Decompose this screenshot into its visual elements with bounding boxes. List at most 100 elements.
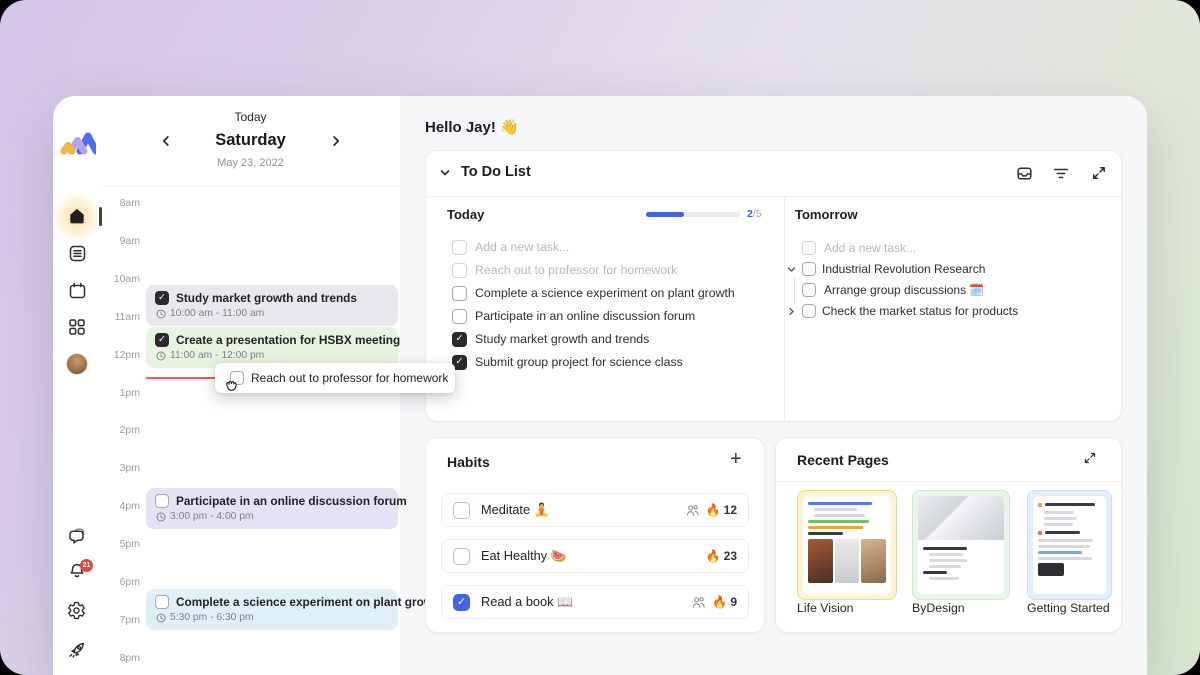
hour-label: 7pm (119, 614, 140, 626)
add-habit-button[interactable]: + (730, 448, 742, 470)
dragging-task-label: Reach out to professor for homework (251, 371, 449, 385)
page-thumbnail-life-vision[interactable] (797, 490, 897, 600)
hour-label: 9am (119, 235, 140, 247)
calendar-icon[interactable] (68, 281, 87, 300)
prev-day-button[interactable] (154, 129, 178, 153)
hour-label: 3pm (119, 462, 140, 474)
app-logo-icon[interactable] (60, 128, 96, 156)
task-checkbox-unchecked[interactable] (802, 262, 816, 276)
habit-row[interactable]: ✓ Read a book 📖 🔥 9 (441, 585, 749, 619)
task-row-parent[interactable]: Check the market status for products (787, 302, 1018, 320)
event-checkbox-checked[interactable]: ✓ (155, 291, 169, 305)
home-icon[interactable] (67, 206, 87, 226)
clock-icon (156, 308, 166, 319)
task-checkbox-unchecked[interactable] (452, 262, 467, 278)
task-row-add-new[interactable]: Add a new task... (452, 238, 569, 256)
task-checkbox-checked[interactable]: ✓ (452, 354, 467, 370)
inbox-icon[interactable] (1016, 165, 1033, 182)
task-label: Participate in an online discussion foru… (475, 309, 696, 323)
collapse-chevron-icon[interactable] (439, 167, 451, 179)
task-checkbox-unchecked[interactable] (452, 239, 467, 255)
habit-row[interactable]: Meditate 🧘 🔥 12 (441, 493, 749, 527)
recent-pages-divider (775, 481, 1122, 482)
task-row-child[interactable]: Arrange group discussions 🗓️ (802, 281, 984, 299)
habit-checkbox-unchecked[interactable] (453, 547, 470, 565)
task-row-ghost[interactable]: Reach out to professor for homework (452, 261, 677, 279)
add-task-placeholder[interactable]: Add a new task... (475, 240, 570, 254)
settings-gear-icon[interactable] (67, 601, 86, 620)
shared-people-icon (686, 504, 699, 516)
calendar-today-label: Today (234, 110, 267, 124)
page-label[interactable]: Life Vision (797, 601, 854, 615)
habits-title: Habits (447, 454, 490, 470)
calendar-event[interactable]: Complete a science experiment on plant g… (146, 589, 444, 630)
chat-icon[interactable] (67, 527, 87, 547)
today-progress-fraction: 2/5 (747, 208, 762, 220)
habit-label: Eat Healthy 🍉 (481, 548, 567, 563)
event-title: Study market growth and trends (176, 291, 357, 305)
grab-cursor-icon (220, 376, 241, 397)
task-row[interactable]: Participate in an online discussion foru… (452, 307, 695, 325)
task-row-parent[interactable]: Industrial Revolution Research (787, 260, 985, 278)
event-checkbox-checked[interactable]: ✓ (155, 333, 169, 347)
event-title: Create a presentation for HSBX meeting (176, 333, 401, 347)
event-time: 5:30 pm - 6:30 pm (170, 612, 254, 623)
dragging-task-card[interactable]: Reach out to professor for homework (215, 363, 455, 393)
notes-icon[interactable] (68, 244, 87, 263)
calendar-event[interactable]: Participate in an online discussion foru… (146, 488, 407, 529)
task-checkbox-unchecked[interactable] (802, 304, 816, 318)
task-checkbox-unchecked[interactable] (802, 283, 816, 297)
next-day-button[interactable] (324, 129, 348, 153)
avatar[interactable] (66, 353, 88, 375)
page-preview (1033, 496, 1106, 594)
expand-icon[interactable] (1083, 451, 1097, 465)
subtask-tree-line (794, 278, 795, 303)
task-row[interactable]: ✓ Submit group project for science class (452, 353, 683, 371)
page-thumbnail-bydesign[interactable] (912, 490, 1010, 600)
expand-icon[interactable] (1091, 165, 1107, 181)
task-row-add-new[interactable]: Add a new task... (802, 239, 916, 257)
page-thumbnail-getting-started[interactable] (1027, 490, 1112, 600)
event-time: 10:00 am - 11:00 am (170, 308, 265, 319)
calendar-event[interactable]: ✓ Create a presentation for HSBX meeting… (146, 327, 401, 368)
filter-icon[interactable] (1053, 166, 1069, 181)
habit-label: Meditate 🧘 (481, 502, 550, 517)
habit-checkbox-checked[interactable]: ✓ (453, 593, 470, 611)
habit-checkbox-unchecked[interactable] (453, 501, 470, 519)
habit-label: Read a book 📖 (481, 594, 574, 609)
chevron-down-icon[interactable] (787, 265, 796, 274)
today-progress-fill (646, 212, 684, 217)
task-checkbox-checked[interactable]: ✓ (452, 331, 467, 347)
task-checkbox-unchecked[interactable] (452, 308, 467, 324)
page-label[interactable]: ByDesign (912, 601, 965, 615)
flame-icon: 🔥 (705, 503, 721, 517)
task-label: Submit group project for science class (475, 355, 683, 369)
hour-label: 12pm (113, 349, 140, 361)
task-row[interactable]: Complete a science experiment on plant g… (452, 284, 735, 302)
todo-list-title: To Do List (461, 164, 531, 180)
habit-row[interactable]: Eat Healthy 🍉 🔥 23 (441, 539, 749, 573)
hour-label: 4pm (119, 500, 140, 512)
recent-pages-title: Recent Pages (797, 452, 889, 468)
progress-total: /5 (752, 208, 762, 220)
hour-label: 8am (119, 197, 140, 209)
notification-badge: 21 (80, 559, 93, 572)
task-checkbox-unchecked[interactable] (802, 241, 816, 255)
apps-grid-icon[interactable] (68, 318, 86, 336)
task-row[interactable]: ✓ Study market growth and trends (452, 330, 649, 348)
upgrade-rocket-icon[interactable] (67, 639, 87, 659)
event-time: 11:00 am - 12:00 pm (170, 350, 265, 361)
event-title: Participate in an online discussion foru… (176, 494, 407, 508)
add-task-placeholder[interactable]: Add a new task... (824, 241, 917, 255)
calendar-weekday: Saturday (215, 131, 286, 149)
task-checkbox-unchecked[interactable] (452, 285, 467, 301)
calendar-event[interactable]: ✓ Study market growth and trends 10:00 a… (146, 285, 398, 326)
habit-streak: 23 (723, 549, 737, 563)
text-cursor (99, 207, 102, 226)
habit-streak: 9 (730, 595, 737, 609)
chevron-right-icon[interactable] (787, 307, 796, 316)
vision-board-collage (808, 539, 887, 583)
event-checkbox-unchecked[interactable] (155, 595, 169, 609)
event-checkbox-unchecked[interactable] (155, 494, 169, 508)
page-label[interactable]: Getting Started (1027, 601, 1110, 615)
